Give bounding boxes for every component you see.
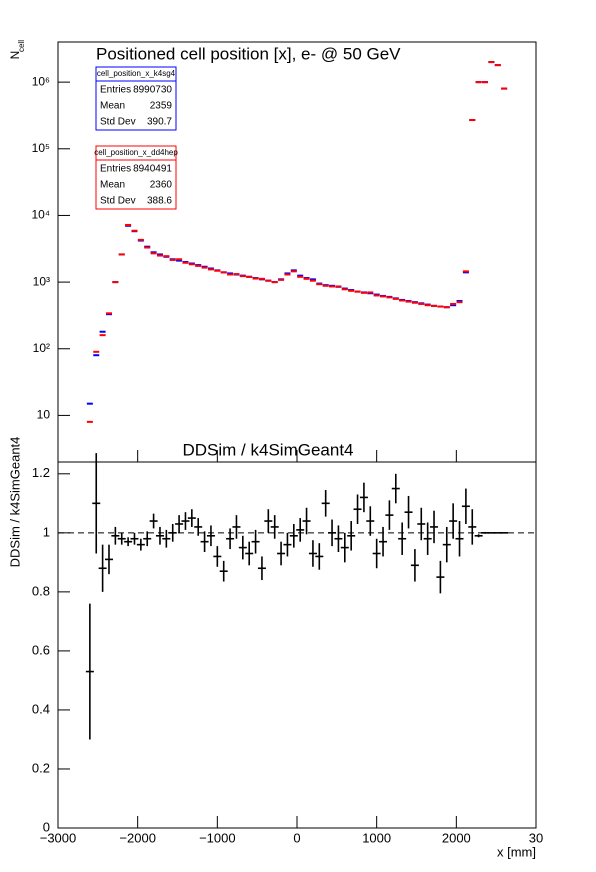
x-tick-label: 0 (293, 830, 300, 845)
x-tick-label: −1000 (199, 830, 236, 845)
stats-value: 388.6 (147, 196, 172, 207)
stats-value: 390.7 (147, 117, 172, 128)
x-tick-label: 30 (529, 830, 543, 845)
y-axis-label: N (8, 51, 22, 60)
y-tick-label: 0.4 (32, 701, 50, 716)
y-tick-label: 1 (43, 524, 50, 539)
y-tick-label: 1.2 (32, 465, 50, 480)
stats-name: cell_position_x_dd4hep (94, 148, 178, 157)
stats-label: Entries (100, 85, 131, 96)
ratio-title: DDSim / k4SimGeant4 (183, 440, 354, 459)
stats-label: Std Dev (100, 117, 136, 128)
stats-value: 2359 (150, 101, 173, 112)
stats-box (95, 145, 177, 210)
x-tick-label: −3000 (40, 830, 77, 845)
stats-label: Mean (100, 180, 125, 191)
stats-label: Std Dev (100, 196, 136, 207)
x-tick-label: 1000 (362, 830, 391, 845)
y-tick-label: 10⁴ (31, 208, 50, 222)
y-axis-label: DDSim / k4SimGeant4 (7, 437, 22, 568)
chart-title: Positioned cell position [x], e- @ 50 Ge… (96, 44, 401, 63)
stats-value: 8990730 (133, 85, 172, 96)
y-tick-label: 10² (33, 341, 50, 355)
x-tick-label: −2000 (119, 830, 156, 845)
y-tick-label: 0 (43, 819, 50, 834)
x-axis-label: x [mm] (497, 844, 536, 859)
stats-label: Mean (100, 101, 125, 112)
stats-label: Entries (100, 164, 131, 175)
stats-value: 8940491 (133, 164, 172, 175)
x-tick-label: 2000 (442, 830, 471, 845)
y-tick-label: 10 (37, 408, 51, 422)
y-tick-label: 0.6 (32, 642, 50, 657)
y-tick-label: 10⁵ (32, 141, 50, 155)
y-tick-label: 10⁶ (32, 74, 50, 88)
stats-value: 2360 (150, 180, 173, 191)
stats-name: cell_position_x_k4sg4 (97, 69, 176, 78)
y-axis-label-sub: cell (17, 40, 26, 52)
y-tick-label: 10³ (33, 274, 50, 288)
stats-box (95, 66, 177, 131)
y-tick-label: 0.2 (32, 760, 50, 775)
y-tick-label: 0.8 (32, 583, 50, 598)
